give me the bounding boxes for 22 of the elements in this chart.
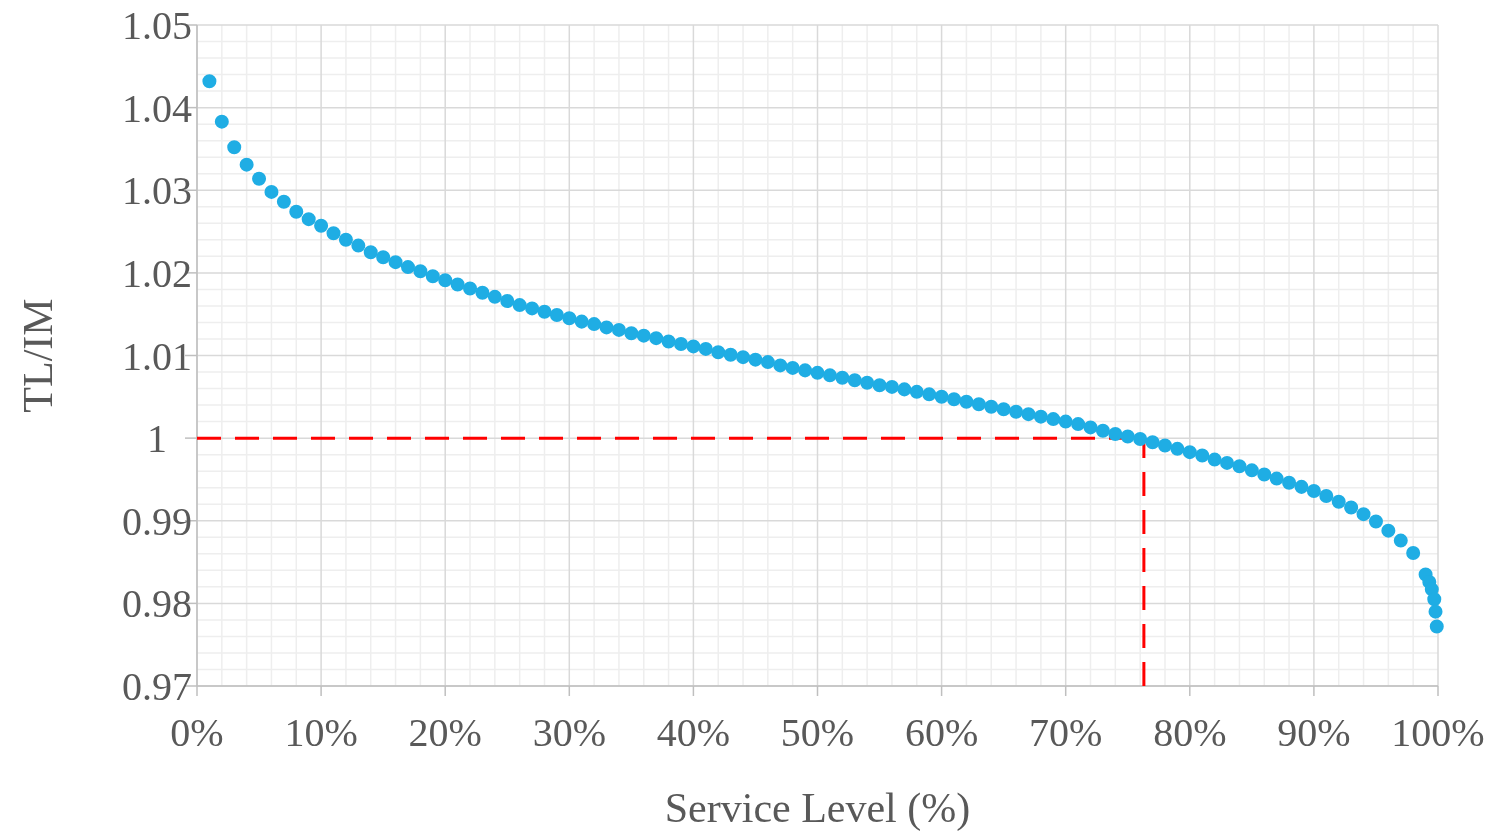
x-tick-label: 50% bbox=[780, 710, 855, 755]
y-tick-label: 1.02 bbox=[122, 250, 192, 296]
x-tick-label: 70% bbox=[1029, 710, 1103, 755]
x-tick-label: 100% bbox=[1391, 710, 1485, 755]
y-tick-label: 1.04 bbox=[122, 85, 192, 131]
y-tick-label: 1.05 bbox=[122, 3, 192, 48]
x-tick-label: 0% bbox=[170, 710, 224, 755]
x-tick-label: 40% bbox=[656, 710, 731, 755]
x-tick-label: 20% bbox=[408, 710, 482, 755]
x-tick-label: 30% bbox=[532, 710, 606, 755]
y-tick-label: 1.03 bbox=[122, 168, 192, 214]
x-axis-title: Service Level (%) bbox=[664, 785, 971, 832]
y-tick-label: 1 bbox=[147, 416, 167, 462]
y-tick-label: 0.98 bbox=[122, 581, 192, 627]
x-tick-label: 80% bbox=[1153, 710, 1227, 755]
y-tick-label: 0.99 bbox=[122, 498, 192, 544]
x-tick-label: 60% bbox=[904, 710, 979, 755]
x-tick-label: 10% bbox=[284, 710, 358, 755]
y-tick-label: 0.97 bbox=[122, 664, 192, 709]
x-tick-label: 90% bbox=[1277, 710, 1351, 755]
y-tick-label: 1.01 bbox=[122, 333, 192, 379]
y-axis-title: TL/IM bbox=[15, 298, 61, 413]
